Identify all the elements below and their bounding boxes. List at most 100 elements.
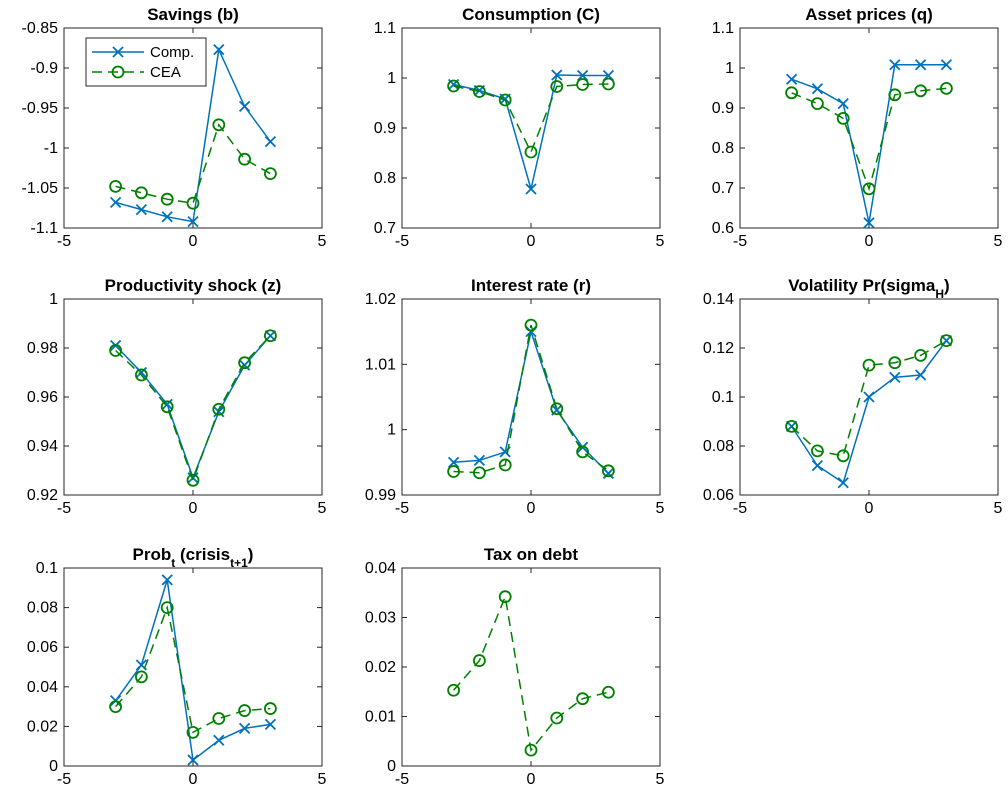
data-point xyxy=(238,356,252,370)
panel-title: Volatility Pr(sigmaH) xyxy=(788,276,949,301)
y-tick-label: -0.95 xyxy=(22,100,59,117)
y-tick-label: 0.08 xyxy=(703,438,734,455)
y-tick-label: 0.8 xyxy=(374,170,396,187)
data-point xyxy=(576,692,589,706)
data-point xyxy=(914,348,927,362)
y-tick-label: 0.98 xyxy=(27,340,58,357)
data-point xyxy=(134,368,148,382)
data-point xyxy=(212,118,226,132)
data-point xyxy=(472,654,486,667)
data-point xyxy=(914,369,927,381)
x-tick-label: 5 xyxy=(318,233,327,250)
data-point xyxy=(940,334,953,348)
panel-interest-rate-r: 0.99 1 1.01 1.02 -5 0 5 Interest rate (r) xyxy=(365,276,665,517)
data-point xyxy=(109,179,122,193)
data-point xyxy=(135,203,148,216)
series-cea xyxy=(109,601,277,739)
series-cea xyxy=(785,334,953,463)
legend-marker xyxy=(112,46,124,58)
data-point xyxy=(550,711,564,725)
data-point xyxy=(264,718,277,731)
data-point xyxy=(863,391,875,403)
axes-frame xyxy=(63,567,323,767)
panel-asset-prices-q: 0.6 0.7 0.8 0.9 1 1.1 -5 0 5 Asset prices (q) xyxy=(712,5,1003,250)
data-point xyxy=(212,712,226,725)
data-point xyxy=(213,43,225,56)
y-tick-label: 1.01 xyxy=(365,356,396,373)
y-tick-label: 0 xyxy=(49,758,58,775)
y-tick-label: 0.9 xyxy=(712,100,734,117)
data-point xyxy=(238,152,252,166)
data-point xyxy=(187,754,199,766)
y-tick-label: -1.1 xyxy=(30,220,58,237)
y-tick-label: 0.1 xyxy=(36,560,58,577)
series-line xyxy=(453,593,609,752)
series-line xyxy=(453,324,609,474)
x-tick-label: 5 xyxy=(994,500,1003,517)
data-point xyxy=(888,356,902,370)
data-point xyxy=(524,145,538,159)
data-point xyxy=(160,400,174,414)
y-tick-label: 0.04 xyxy=(27,679,58,696)
data-point xyxy=(134,186,148,200)
y-tick-label: -0.85 xyxy=(22,20,59,37)
x-tick-label: -5 xyxy=(733,500,747,517)
data-point xyxy=(888,88,902,102)
y-tick-label: 1.02 xyxy=(365,291,396,308)
y-tick-label: 1 xyxy=(387,422,396,439)
data-point xyxy=(264,135,277,148)
data-point xyxy=(447,465,461,478)
data-point xyxy=(213,734,225,746)
y-tick-label: -0.9 xyxy=(30,60,58,77)
data-point xyxy=(472,85,486,98)
y-tick-label: 0.12 xyxy=(703,340,734,357)
data-point xyxy=(811,459,824,472)
axes-frame xyxy=(401,298,661,496)
series-cea xyxy=(447,590,615,757)
panel-title: Tax on debt xyxy=(484,545,578,564)
y-tick-label: 0 xyxy=(387,758,396,775)
data-point xyxy=(889,59,901,71)
data-point xyxy=(109,700,122,713)
y-tick-label: 0.7 xyxy=(712,180,734,197)
y-tick-label: 0.8 xyxy=(712,140,734,157)
x-tick-label: -5 xyxy=(733,233,747,250)
panel-title: Consumption (C) xyxy=(462,5,600,24)
data-point xyxy=(914,84,927,98)
data-point xyxy=(811,83,824,95)
data-point xyxy=(447,456,460,468)
y-tick-label: 1 xyxy=(387,70,396,87)
data-point xyxy=(498,93,512,107)
series-comp xyxy=(109,43,277,228)
data-point xyxy=(602,467,615,480)
x-tick-label: 5 xyxy=(318,771,327,788)
data-point xyxy=(134,670,148,684)
data-point xyxy=(186,196,200,210)
data-point xyxy=(576,69,589,82)
y-tick-label: 1.1 xyxy=(712,20,734,37)
data-point xyxy=(473,454,486,467)
data-point xyxy=(263,329,277,343)
legend-marker xyxy=(111,65,125,79)
data-point xyxy=(212,402,226,416)
y-tick-label: 0.06 xyxy=(703,487,734,504)
series-cea xyxy=(109,329,277,487)
y-tick-label: 1 xyxy=(49,291,58,308)
data-point xyxy=(811,97,824,110)
data-point xyxy=(498,458,512,472)
series-line xyxy=(791,64,947,223)
y-tick-label: 0.92 xyxy=(27,487,58,504)
data-point xyxy=(447,683,461,697)
data-point xyxy=(576,445,589,459)
series-cea xyxy=(109,118,277,210)
data-point xyxy=(161,211,173,223)
y-tick-label: 0.02 xyxy=(365,659,396,676)
data-point xyxy=(472,466,486,480)
data-point xyxy=(550,402,564,416)
data-point xyxy=(602,685,615,699)
data-point xyxy=(186,473,200,487)
series-comp xyxy=(785,335,953,489)
x-tick-label: 0 xyxy=(865,233,874,250)
